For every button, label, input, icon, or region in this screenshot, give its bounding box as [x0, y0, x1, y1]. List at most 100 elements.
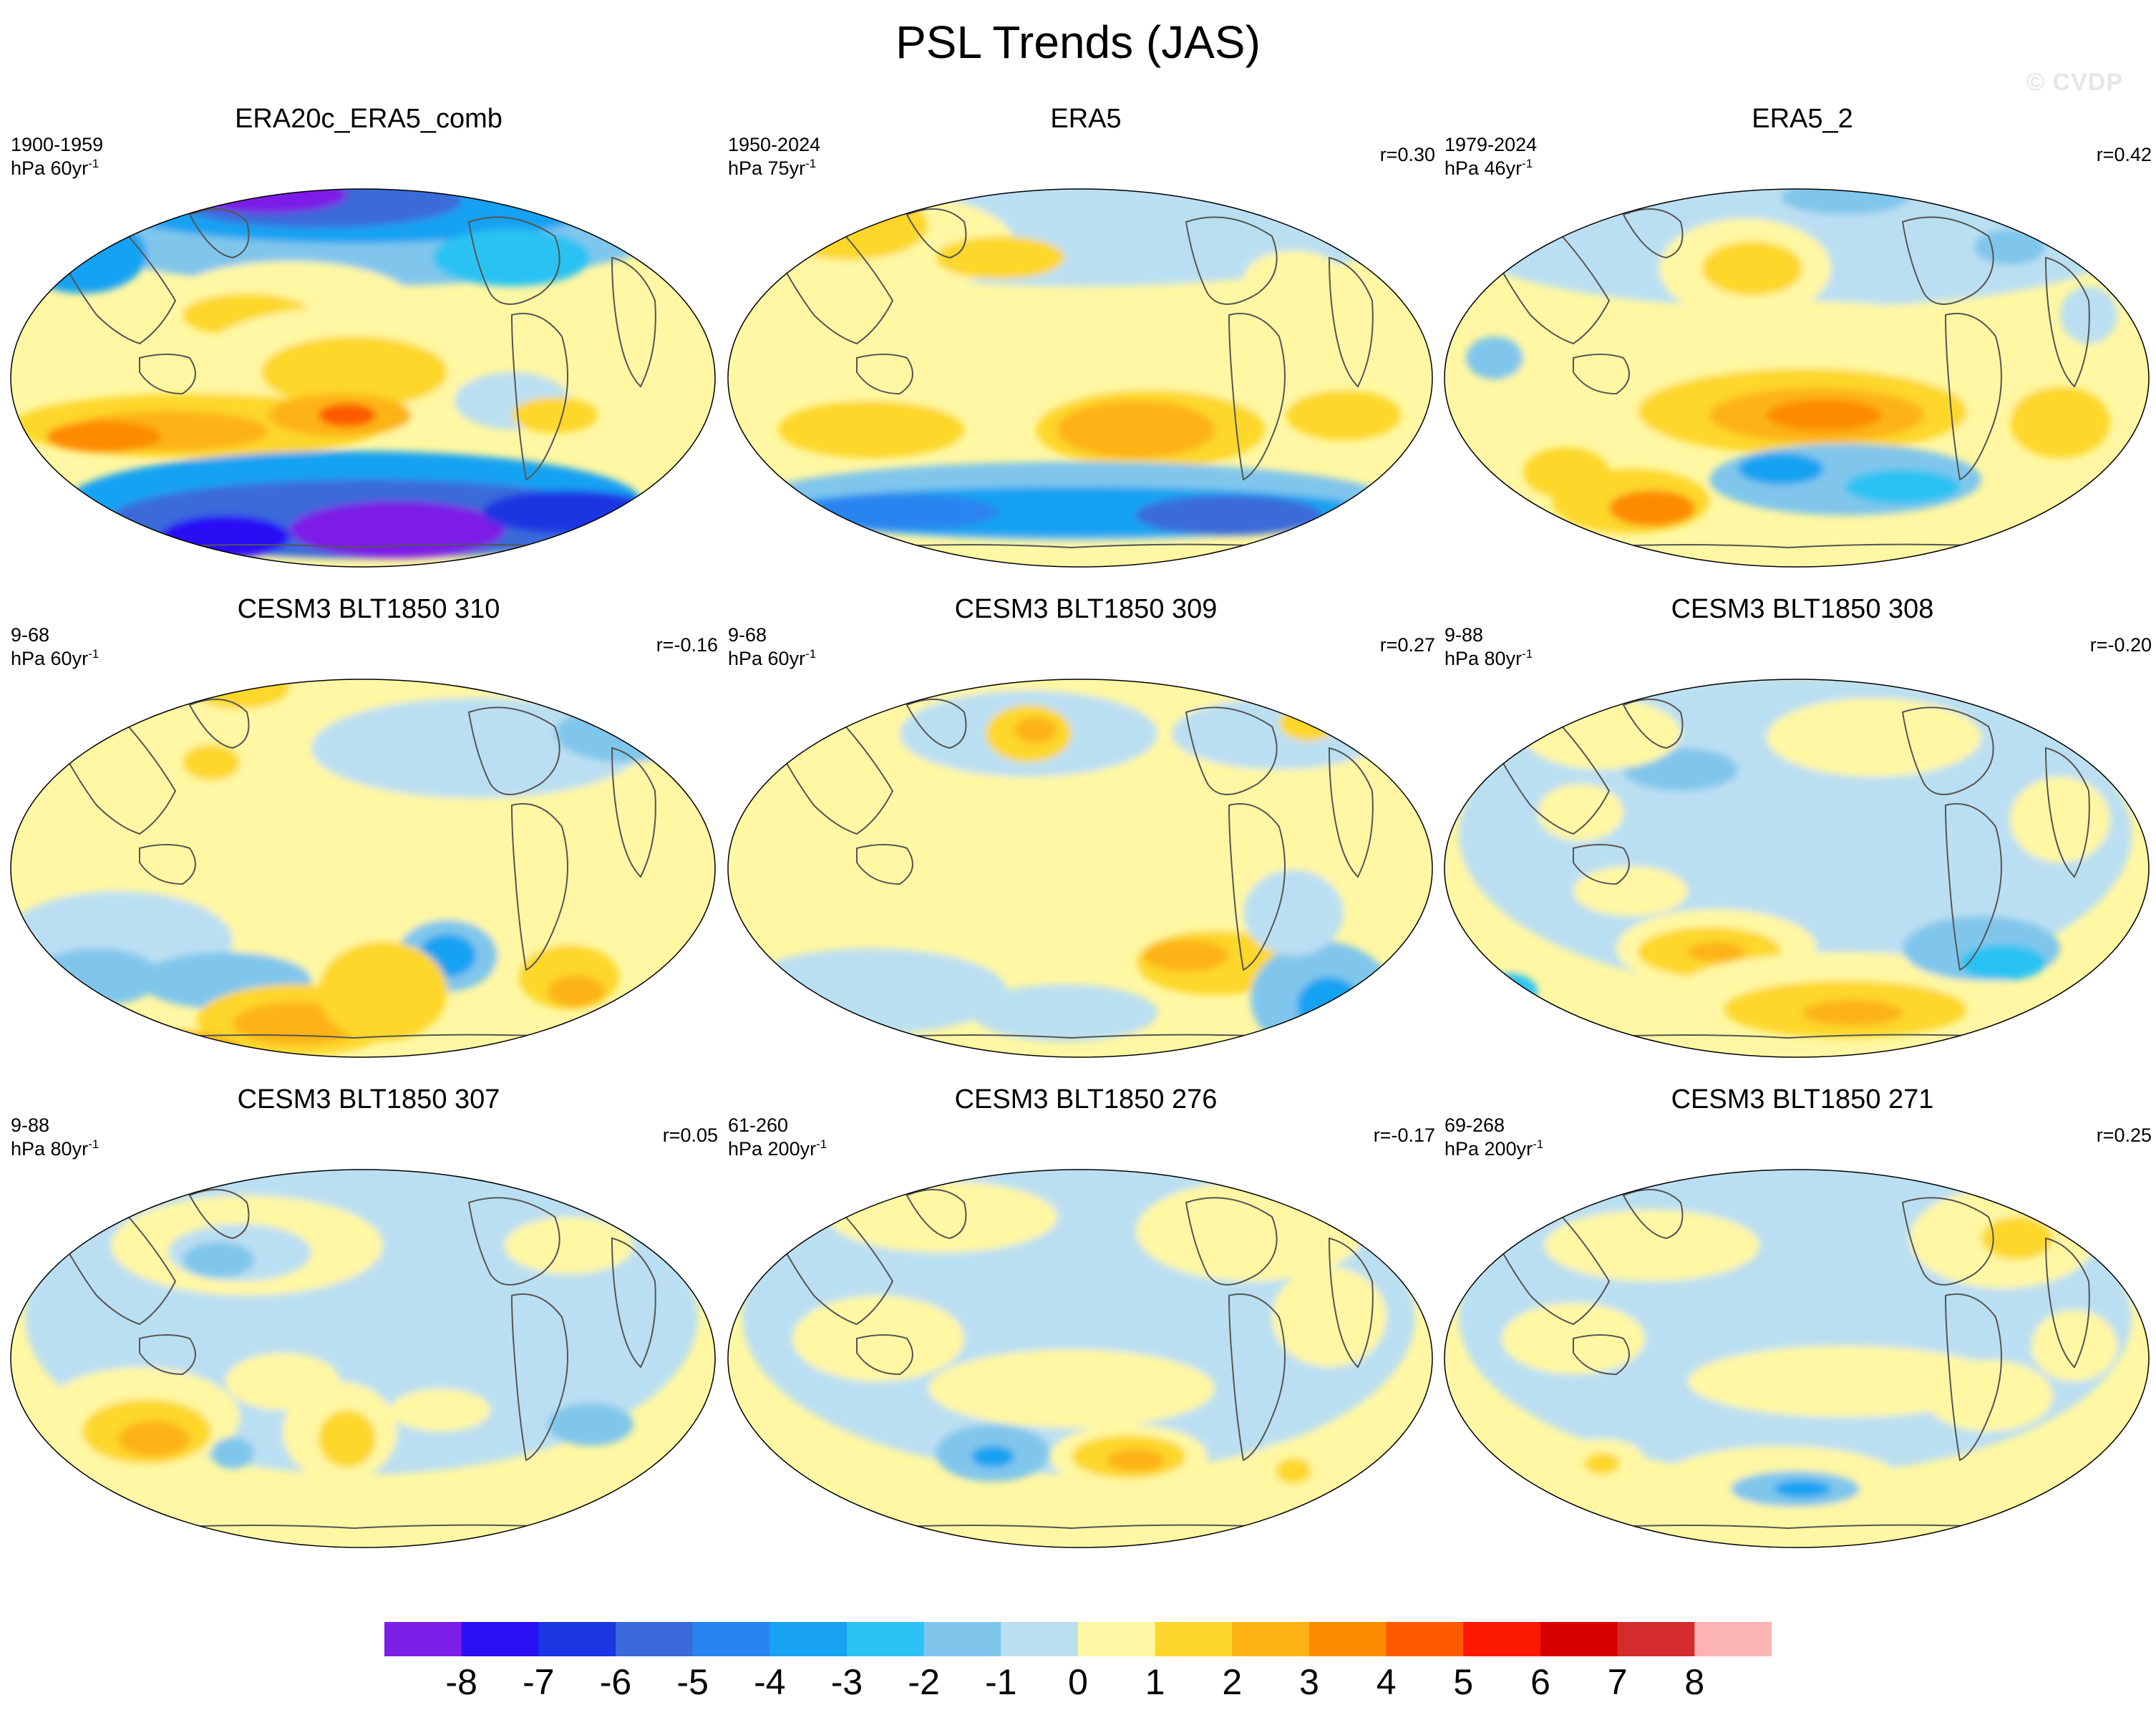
panel-period-units: 1950-2024 hPa 75yr-1: [728, 133, 820, 180]
panel-units-text: hPa 75yr: [728, 157, 806, 179]
coastline: [905, 1189, 967, 1240]
panel-units: hPa 46yr-1: [1444, 157, 1537, 180]
trend-contour: [1688, 1346, 2003, 1417]
colorbar-swatch: [1309, 1622, 1387, 1656]
coastline: [856, 354, 913, 395]
trend-contour: [1243, 251, 1344, 308]
trend-contour: [828, 1181, 1057, 1253]
colorbar-swatch: [923, 1622, 1001, 1656]
panel-units-text: hPa 60yr: [11, 648, 89, 669]
coastline: [1228, 803, 1286, 971]
trend-contour: [1924, 1360, 2053, 1432]
trend-contour: [319, 1410, 376, 1467]
trend-contour: [792, 1296, 964, 1381]
panel-period: 9-68: [11, 624, 50, 646]
coastline: [1328, 1237, 1374, 1369]
colorbar-tick-label: -7: [523, 1662, 555, 1702]
coastline: [1622, 699, 1684, 749]
colorbar-tick-label: 4: [1376, 1662, 1397, 1702]
coastline: [905, 699, 967, 749]
panel-units-text: hPa 60yr: [11, 157, 89, 179]
colorbar-tick-label: 1: [1145, 1662, 1165, 1702]
panel-title: ERA20c_ERA5_comb: [235, 104, 502, 134]
coastline: [1622, 1189, 1684, 1240]
trend-contour: [1845, 470, 1960, 504]
trend-contour: [290, 501, 505, 558]
panel-units-text: hPa 60yr: [728, 648, 806, 669]
colorbar-tick-label: -8: [445, 1662, 477, 1702]
colorbar-swatch: [1001, 1622, 1079, 1656]
panel-title: CESM3 BLT1850 310: [237, 594, 500, 624]
colorbar-swatch: [692, 1622, 770, 1656]
map-projection: [10, 1169, 716, 1548]
trend-contour: [183, 1242, 254, 1278]
colorbar-swatch: [1617, 1622, 1695, 1656]
trend-contour: [1466, 189, 1566, 233]
trend-contour: [1286, 390, 1401, 440]
trend-contour: [118, 1421, 190, 1457]
trend-contour: [1738, 453, 1824, 485]
colorbar-tick-label: 6: [1530, 1662, 1550, 1702]
coastline: [139, 1334, 196, 1376]
map-border: [1444, 188, 2150, 568]
trend-contour: [505, 1217, 633, 1274]
panel-period: 9-88: [1444, 624, 1484, 646]
trend-contour: [512, 397, 598, 433]
colorbar-tick-label: -1: [985, 1662, 1017, 1702]
panel-units-exponent: -1: [1522, 647, 1533, 661]
panel-units-text: hPa 200yr: [1444, 1138, 1533, 1160]
panel-units-exponent: -1: [88, 1137, 99, 1151]
panel-correlation: r=-0.16: [656, 634, 718, 656]
panel-units-text: hPa 46yr: [1444, 157, 1523, 179]
panel-title: ERA5: [1050, 104, 1122, 134]
coastline: [1185, 1197, 1278, 1286]
trend-contour: [483, 490, 655, 533]
trend-contour: [211, 1437, 254, 1469]
coastline: [1328, 256, 1374, 388]
panel-period-units: 9-88 hPa 80yr-1: [1444, 623, 1533, 671]
panel-correlation: r=-0.17: [1373, 1124, 1435, 1146]
panel-correlation: r=-0.20: [2089, 634, 2152, 656]
map-projection: [727, 188, 1433, 568]
panel-title: CESM3 BLT1850 276: [954, 1084, 1218, 1114]
panel-units-exponent: -1: [805, 157, 817, 170]
map-panel: CESM3 BLT1850 271 69-268 hPa 200yr-1 r=0.25: [1444, 1081, 2156, 1568]
panel-units-exponent: -1: [88, 157, 99, 170]
trend-contour: [1014, 717, 1057, 743]
cvdp-watermark: © CVDP: [2026, 69, 2123, 96]
coastline: [139, 354, 196, 395]
panel-correlation: r=0.27: [1379, 634, 1435, 656]
trend-contour: [1107, 1449, 1165, 1472]
map-border: [727, 1169, 1433, 1548]
panel-period: 61-260: [728, 1114, 789, 1136]
trend-contour: [1573, 866, 1688, 916]
trend-contour: [814, 193, 900, 222]
map-projection: [1444, 188, 2150, 568]
map-panel: CESM3 BLT1850 310 9-68 hPa 60yr-1 r=-0.16: [10, 591, 727, 1077]
panel-period: 9-88: [11, 1114, 50, 1136]
trend-contour: [1272, 1267, 1387, 1367]
colorbar: -8 -7 -6 -5 -4 -3 -2 -1 0 1 2 3 4 5 6 7 8: [384, 1622, 1772, 1715]
map-panel: CESM3 BLT1850 276 61-260 hPa 200yr-1 r=-0.1…: [727, 1081, 1444, 1568]
coastline: [2044, 256, 2090, 388]
trend-contour: [1301, 189, 1387, 229]
colorbar-tick-label: -4: [754, 1662, 786, 1702]
trend-contour: [1609, 490, 1695, 526]
map-panel: ERA5_2 1979-2024 hPa 46yr-1 r=0.42: [1444, 100, 2156, 587]
map-border: [727, 188, 1433, 568]
trend-contour: [433, 229, 591, 286]
map-projection: [10, 679, 716, 1058]
trend-contour: [971, 1446, 1014, 1467]
colorbar-swatch: [1386, 1622, 1464, 1656]
panel-period: 1900-1959: [11, 134, 104, 155]
coastline: [510, 313, 568, 481]
trend-contour: [18, 215, 147, 293]
map-projection: [1444, 1169, 2150, 1548]
coastline: [510, 1293, 568, 1462]
map-panel: ERA20c_ERA5_comb 1900-1959 hPa 60yr-1: [10, 100, 727, 587]
map-panel: CESM3 BLT1850 308 9-88 hPa 80yr-1 r=-0.20: [1444, 591, 2156, 1077]
trend-contour: [1538, 784, 1623, 841]
trend-contour: [735, 948, 1007, 1034]
panel-correlation: r=0.30: [1379, 144, 1435, 165]
trend-contour: [190, 189, 347, 213]
